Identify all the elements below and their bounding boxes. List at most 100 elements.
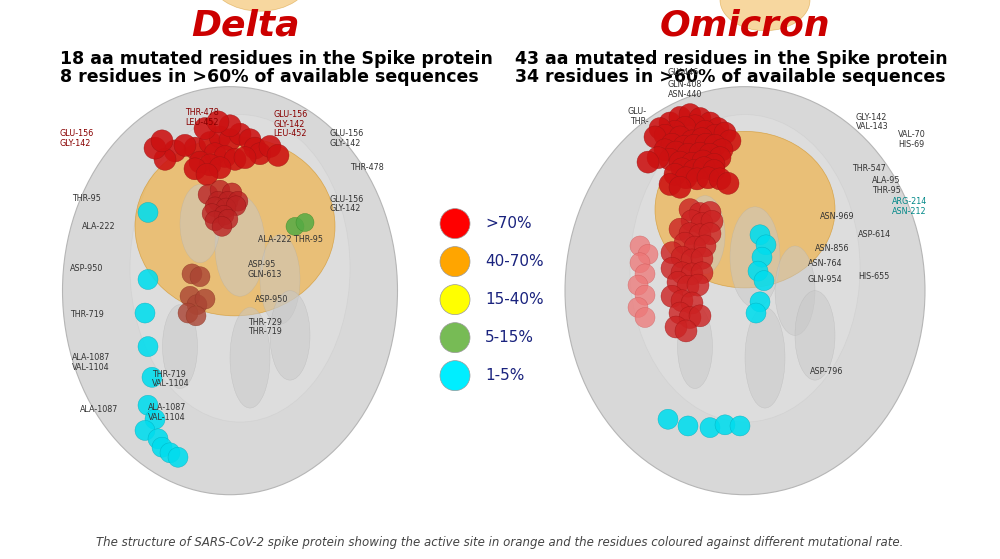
Ellipse shape (664, 120, 686, 143)
Ellipse shape (218, 191, 238, 211)
Ellipse shape (717, 172, 739, 195)
Ellipse shape (628, 297, 648, 318)
Ellipse shape (691, 127, 713, 150)
Text: HIS-655: HIS-655 (858, 272, 889, 281)
Ellipse shape (665, 141, 687, 163)
Ellipse shape (699, 112, 721, 134)
Ellipse shape (661, 133, 683, 155)
Ellipse shape (630, 115, 860, 422)
Ellipse shape (664, 163, 686, 186)
Ellipse shape (267, 144, 289, 167)
Text: >70%: >70% (485, 216, 532, 231)
Ellipse shape (667, 271, 689, 293)
Ellipse shape (635, 264, 655, 284)
Text: 40-70%: 40-70% (485, 254, 544, 269)
Ellipse shape (669, 106, 691, 129)
Text: ASN-856: ASN-856 (815, 244, 850, 253)
Ellipse shape (678, 416, 698, 436)
Ellipse shape (138, 269, 158, 290)
Text: 43 aa mutated residues in the Spike protein: 43 aa mutated residues in the Spike prot… (515, 50, 948, 68)
Ellipse shape (795, 291, 835, 380)
Ellipse shape (207, 111, 229, 133)
Ellipse shape (745, 307, 785, 408)
Ellipse shape (669, 302, 691, 324)
Ellipse shape (671, 290, 693, 312)
Ellipse shape (686, 168, 708, 190)
Ellipse shape (135, 303, 155, 323)
Ellipse shape (190, 267, 210, 287)
Ellipse shape (694, 120, 716, 143)
Ellipse shape (730, 416, 750, 436)
Text: ALA-222: ALA-222 (82, 222, 116, 231)
Ellipse shape (196, 163, 218, 186)
Ellipse shape (671, 262, 693, 284)
Ellipse shape (440, 361, 470, 391)
Text: GLN-954: GLN-954 (808, 275, 843, 284)
Ellipse shape (160, 443, 180, 463)
Text: THR-719: THR-719 (70, 310, 104, 319)
Ellipse shape (440, 209, 470, 239)
Ellipse shape (674, 232, 696, 254)
Ellipse shape (689, 305, 711, 327)
Ellipse shape (260, 235, 300, 324)
Ellipse shape (677, 143, 699, 165)
Text: ALA-1087: ALA-1087 (80, 405, 118, 414)
Ellipse shape (234, 146, 256, 169)
Ellipse shape (152, 437, 172, 457)
Ellipse shape (228, 191, 248, 211)
Ellipse shape (704, 124, 726, 146)
Ellipse shape (138, 337, 158, 357)
Ellipse shape (630, 253, 650, 273)
Ellipse shape (699, 201, 721, 224)
Ellipse shape (210, 0, 310, 11)
Ellipse shape (151, 130, 173, 152)
Ellipse shape (697, 167, 719, 189)
Text: GLU-156
GLY-142
LEU-452: GLU-156 GLY-142 LEU-452 (273, 110, 307, 138)
Ellipse shape (239, 129, 261, 151)
Ellipse shape (669, 151, 691, 173)
Ellipse shape (681, 249, 703, 271)
Ellipse shape (164, 140, 186, 162)
Text: ASP-796: ASP-796 (810, 367, 843, 376)
Ellipse shape (719, 130, 741, 152)
Ellipse shape (168, 447, 188, 467)
Text: ASN-969: ASN-969 (820, 212, 855, 221)
Text: 15-40%: 15-40% (485, 292, 544, 307)
Ellipse shape (296, 214, 314, 231)
Ellipse shape (752, 247, 772, 267)
Ellipse shape (174, 134, 196, 157)
Ellipse shape (182, 264, 202, 284)
Text: Delta: Delta (191, 8, 299, 42)
Ellipse shape (709, 168, 731, 190)
Ellipse shape (684, 236, 706, 258)
Ellipse shape (186, 306, 206, 326)
Ellipse shape (661, 241, 683, 264)
Ellipse shape (440, 323, 470, 353)
Ellipse shape (638, 244, 658, 264)
Text: GLY-142
VAL-143: GLY-142 VAL-143 (856, 112, 889, 131)
Ellipse shape (756, 235, 776, 255)
Ellipse shape (715, 415, 735, 435)
Ellipse shape (135, 137, 335, 316)
Text: ALA-222 THR-95: ALA-222 THR-95 (258, 235, 323, 244)
Text: GLU-156
GLY-142: GLU-156 GLY-142 (330, 195, 364, 214)
Ellipse shape (691, 247, 713, 269)
Ellipse shape (214, 205, 234, 225)
Ellipse shape (659, 148, 681, 170)
Text: GLN-408
ASN-440: GLN-408 ASN-440 (668, 80, 702, 99)
Ellipse shape (694, 235, 716, 257)
Text: ALA-1087
VAL-1104: ALA-1087 VAL-1104 (72, 353, 110, 372)
Ellipse shape (679, 198, 701, 221)
Ellipse shape (703, 159, 725, 182)
Ellipse shape (693, 157, 715, 179)
Ellipse shape (212, 216, 232, 236)
Text: THR-478: THR-478 (350, 163, 384, 172)
Ellipse shape (681, 292, 703, 314)
Ellipse shape (684, 115, 706, 137)
Ellipse shape (675, 167, 697, 189)
Ellipse shape (138, 202, 158, 222)
Ellipse shape (222, 183, 242, 203)
Ellipse shape (209, 157, 231, 179)
Ellipse shape (637, 151, 659, 173)
Text: GLU-156
GLY-142: GLU-156 GLY-142 (60, 129, 94, 148)
